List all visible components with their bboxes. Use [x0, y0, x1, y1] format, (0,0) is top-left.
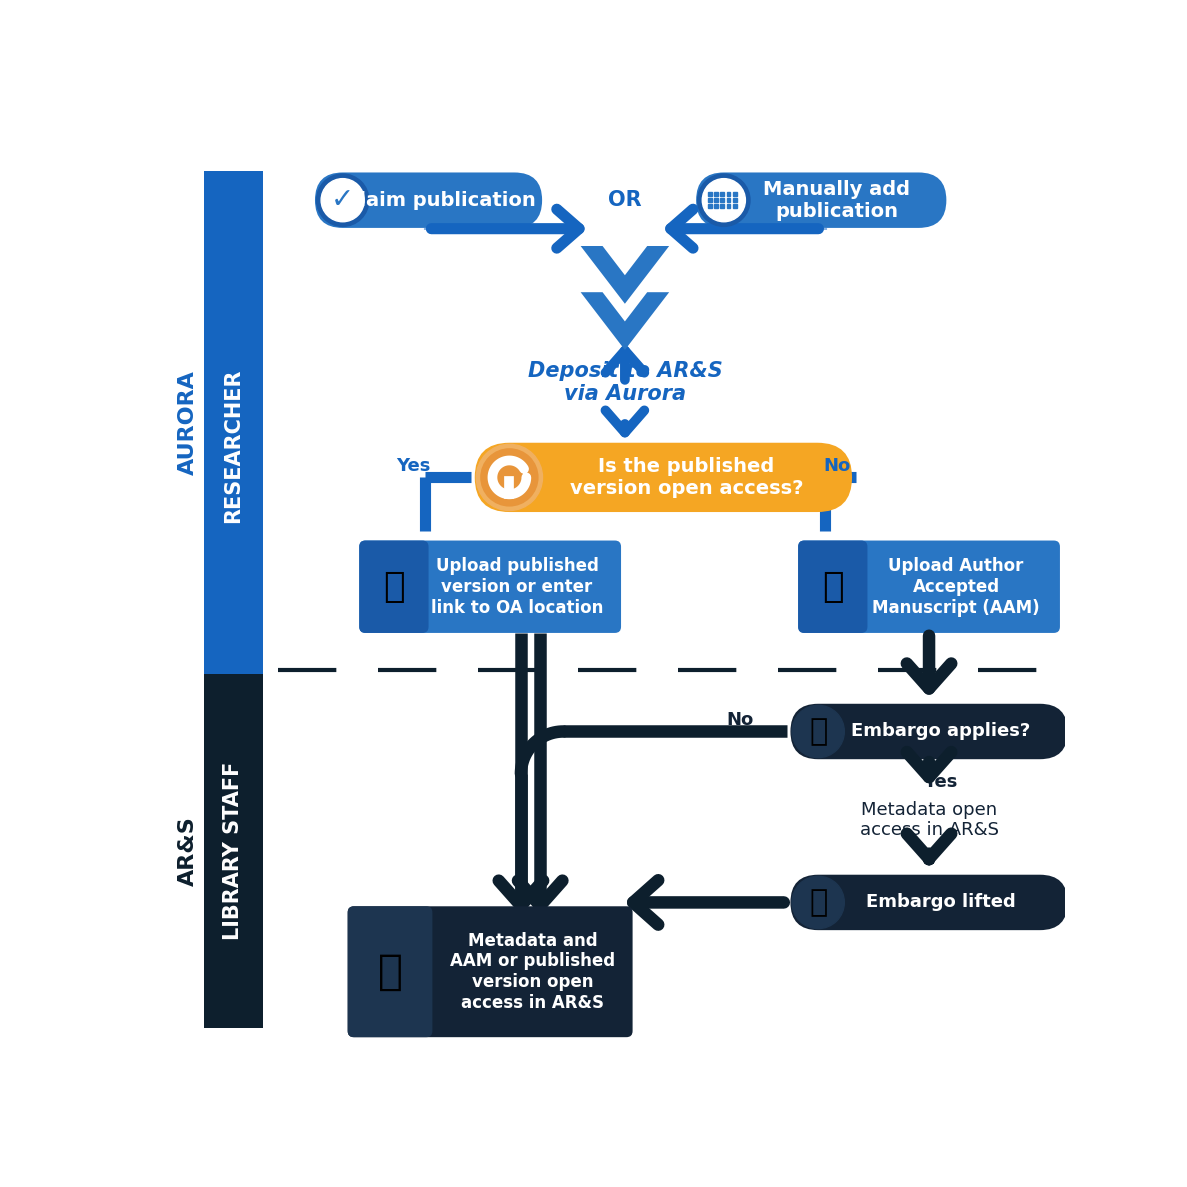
Circle shape: [322, 178, 364, 222]
Circle shape: [698, 174, 750, 227]
Text: AURORA: AURORA: [178, 370, 198, 475]
Circle shape: [476, 444, 542, 510]
FancyBboxPatch shape: [315, 172, 542, 228]
FancyBboxPatch shape: [791, 704, 1067, 760]
FancyBboxPatch shape: [475, 443, 852, 512]
FancyBboxPatch shape: [798, 540, 868, 633]
Bar: [204, 171, 264, 674]
Bar: [715, 204, 718, 208]
Bar: [732, 204, 737, 208]
Text: 📚: 📚: [377, 951, 402, 992]
Text: Claim publication: Claim publication: [344, 191, 535, 210]
Text: No: No: [726, 711, 754, 729]
Circle shape: [317, 174, 369, 227]
Circle shape: [481, 449, 538, 506]
Text: 📄: 📄: [821, 570, 844, 604]
Bar: [715, 198, 718, 202]
Text: RESEARCHER: RESEARCHER: [223, 368, 243, 522]
Bar: [732, 192, 737, 196]
Bar: [709, 204, 712, 208]
Text: Is the published
version open access?: Is the published version open access?: [570, 457, 804, 497]
Text: Upload Author
Accepted
Manuscript (AAM): Upload Author Accepted Manuscript (AAM): [872, 557, 1040, 616]
FancyBboxPatch shape: [360, 540, 621, 633]
Text: 🔓: 🔓: [810, 888, 827, 916]
Polygon shape: [580, 246, 669, 304]
Text: Deposit to AR&S
via Aurora: Deposit to AR&S via Aurora: [527, 361, 722, 405]
Polygon shape: [580, 292, 669, 350]
Bar: [726, 192, 730, 196]
Text: 📖: 📖: [383, 570, 405, 604]
Text: OR: OR: [608, 190, 642, 210]
Text: Embargo lifted: Embargo lifted: [865, 894, 1015, 912]
Bar: [709, 192, 712, 196]
Circle shape: [703, 178, 745, 222]
Bar: [721, 198, 724, 202]
Bar: [204, 674, 264, 1028]
FancyBboxPatch shape: [360, 540, 429, 633]
Text: Embargo applies?: Embargo applies?: [851, 723, 1030, 741]
FancyBboxPatch shape: [348, 907, 633, 1037]
Text: 🔒: 🔒: [810, 717, 827, 745]
Text: LIBRARY STAFF: LIBRARY STAFF: [223, 762, 243, 940]
Circle shape: [792, 705, 844, 757]
Text: Upload published
version or enter
link to OA location: Upload published version or enter link t…: [431, 557, 603, 616]
Text: Metadata open
access in AR&S: Metadata open access in AR&S: [859, 801, 998, 839]
FancyBboxPatch shape: [696, 172, 946, 228]
Text: ✓: ✓: [331, 186, 354, 214]
Text: AR&S: AR&S: [178, 815, 198, 886]
FancyBboxPatch shape: [348, 907, 432, 1037]
Text: Manually add
publication: Manually add publication: [763, 179, 910, 221]
Text: Yes: Yes: [923, 773, 958, 792]
FancyBboxPatch shape: [791, 875, 1067, 931]
Text: Yes: Yes: [396, 457, 431, 475]
Bar: [715, 192, 718, 196]
Bar: [726, 204, 730, 208]
Bar: [709, 198, 712, 202]
Bar: [726, 198, 730, 202]
Bar: [721, 192, 724, 196]
Bar: [732, 198, 737, 202]
Circle shape: [792, 876, 844, 928]
Text: Metadata and
AAM or published
version open
access in AR&S: Metadata and AAM or published version op…: [450, 932, 615, 1013]
FancyBboxPatch shape: [798, 540, 1060, 633]
Text: No: No: [823, 457, 850, 475]
Bar: [721, 204, 724, 208]
